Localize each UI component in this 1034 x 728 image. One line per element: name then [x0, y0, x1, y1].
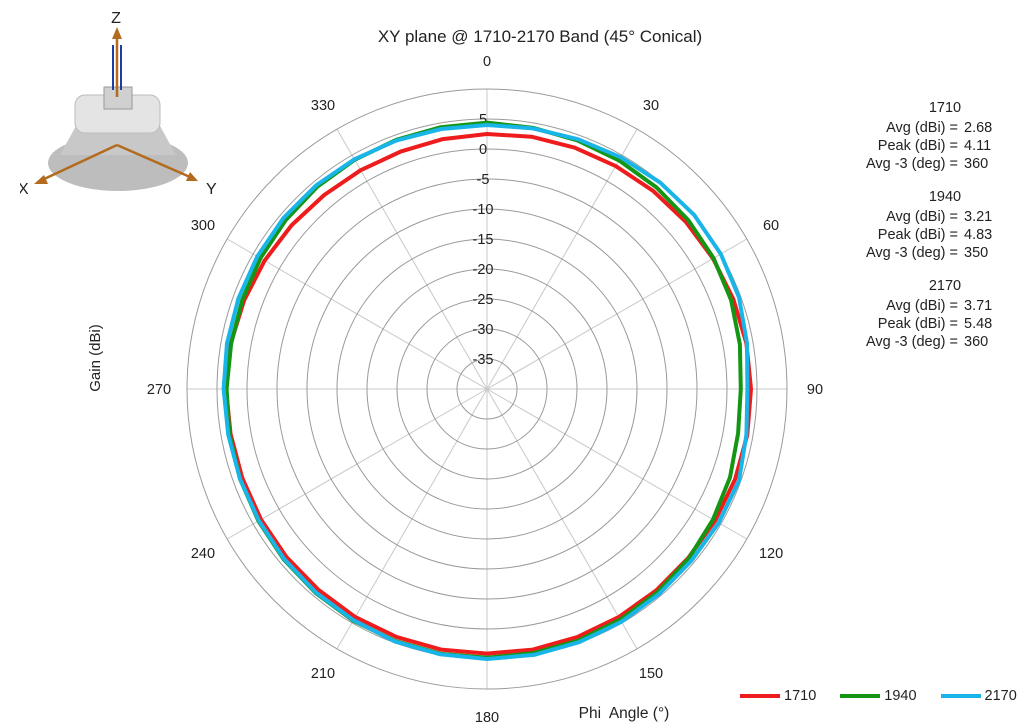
legend-item-1710[interactable]: 1710 [740, 688, 816, 704]
legend-item-2170[interactable]: 2170 [940, 688, 1017, 704]
angle-tick-label: 90 [807, 382, 823, 398]
stat-label: Avg -3 (deg) = [865, 245, 958, 261]
stat-value: 350 [964, 245, 989, 261]
stat-value: 2.68 [964, 120, 993, 136]
stats-row: Avg -3 (deg) = 350 [820, 244, 1020, 262]
x-axis-label: Phi Angle (°) [579, 705, 670, 722]
radial-tick-label: -35 [473, 352, 494, 368]
angle-tick-label: 240 [191, 546, 215, 562]
x-axis-arrow [41, 143, 118, 182]
stat-value: 4.11 [964, 138, 992, 154]
radial-tick-label: -25 [473, 292, 494, 308]
stats-title: 1940 [928, 189, 962, 205]
stats-row: Avg -3 (deg) = 360 [820, 155, 1020, 173]
stats-row: Avg (dBi) = 3.71 [820, 297, 1020, 315]
grid-ring [336, 238, 638, 540]
radial-tick-label: 0 [479, 142, 487, 158]
stat-label: Avg (dBi) = [886, 298, 958, 314]
grid-ring [426, 328, 548, 450]
y-axis-arrow [116, 143, 191, 179]
stat-label: Avg -3 (deg) = [865, 334, 958, 350]
grid-ring [186, 88, 788, 690]
angle-tick-label: 210 [311, 666, 335, 682]
stat-value: 360 [964, 334, 989, 350]
legend-label: 2170 [984, 688, 1017, 704]
stats-block-1940: 1940 Avg (dBi) = 3.21 Peak (dBi) = 4.83 Av… [820, 189, 1020, 262]
stats-title: 1710 [928, 100, 962, 116]
grid-ring [456, 358, 518, 420]
stats-row: Avg (dBi) = 3.21 [820, 208, 1020, 226]
y-label: Y [206, 181, 217, 198]
tick-labels: 5 0 -5 -10 -15 -20 -25 -30 -35 0 30 60 90 120 150 180 21… [147, 54, 823, 726]
stat-label: Avg (dBi) = [886, 209, 958, 225]
stats-title: 2170 [928, 278, 962, 294]
angle-tick-label: 150 [639, 666, 663, 682]
legend-item-1940[interactable]: 1940 [840, 688, 917, 704]
radial-tick-label: -10 [473, 202, 494, 218]
stats-row: Avg (dBi) = 2.68 [820, 119, 1020, 137]
legend-label: 1940 [884, 688, 917, 704]
radial-tick-label: -20 [473, 262, 494, 278]
stats-block-1710: 1710 Avg (dBi) = 2.68 Peak (dBi) = 4.11 Av… [820, 100, 1020, 173]
angle-tick-label: 60 [763, 218, 779, 234]
angle-tick-label: 270 [147, 382, 171, 398]
angle-tick-label: 330 [311, 98, 335, 114]
angle-tick-label: 120 [759, 546, 783, 562]
stat-value: 3.21 [964, 209, 993, 225]
radial-tick-label: 5 [479, 112, 487, 128]
stats-row: Peak (dBi) = 5.48 [820, 315, 1020, 333]
radial-tick-label: -5 [477, 172, 490, 188]
x-label: X [20, 181, 29, 198]
grid-ring [366, 268, 608, 510]
stats-block-2170: 2170 Avg (dBi) = 3.71 Peak (dBi) = 5.48 Av… [820, 278, 1020, 351]
stats-row: Avg -3 (deg) = 360 [820, 333, 1020, 351]
grid-ring [246, 148, 728, 630]
angle-tick-label: 180 [475, 710, 499, 726]
legend-label: 1710 [784, 688, 817, 704]
stat-label: Peak (dBi) = [877, 316, 958, 332]
radial-tick-label: -15 [473, 232, 494, 248]
series-line-2170 [221, 123, 750, 661]
angle-tick-label: 30 [643, 98, 659, 114]
legend-swatch [840, 694, 881, 698]
y-axis-label: Gain (dBi) [87, 324, 104, 392]
series-lines [221, 120, 753, 661]
stat-label: Peak (dBi) = [877, 138, 958, 154]
angle-tick-label: 300 [191, 218, 215, 234]
stat-label: Avg -3 (deg) = [865, 156, 958, 172]
grid-ring [306, 208, 668, 570]
z-label: Z [111, 10, 121, 27]
radial-tick-label: -30 [473, 322, 494, 338]
grid-ring [276, 178, 698, 600]
stat-value: 360 [964, 156, 989, 172]
stat-value: 5.48 [964, 316, 993, 332]
legend-swatch [940, 694, 981, 698]
chart-title: XY plane @ 1710-2170 Band (45° Conical) [378, 27, 702, 46]
grid-ring [396, 298, 578, 480]
stat-label: Avg (dBi) = [886, 120, 958, 136]
antenna-3d-icon: Z X Y [20, 10, 217, 198]
angle-tick-label: 0 [483, 54, 491, 70]
stat-value: 3.71 [964, 298, 993, 314]
stat-value: 4.83 [964, 227, 993, 243]
legend-swatch [740, 694, 780, 698]
stats-panel: 1710 Avg (dBi) = 2.68 Peak (dBi) = 4.11 Av… [820, 100, 1020, 367]
polar-grid [186, 88, 788, 690]
stats-row: Peak (dBi) = 4.83 [820, 226, 1020, 244]
stats-row: Peak (dBi) = 4.11 [820, 137, 1020, 155]
legend: 1710 1940 2170 [740, 688, 1034, 704]
stat-label: Peak (dBi) = [877, 227, 958, 243]
